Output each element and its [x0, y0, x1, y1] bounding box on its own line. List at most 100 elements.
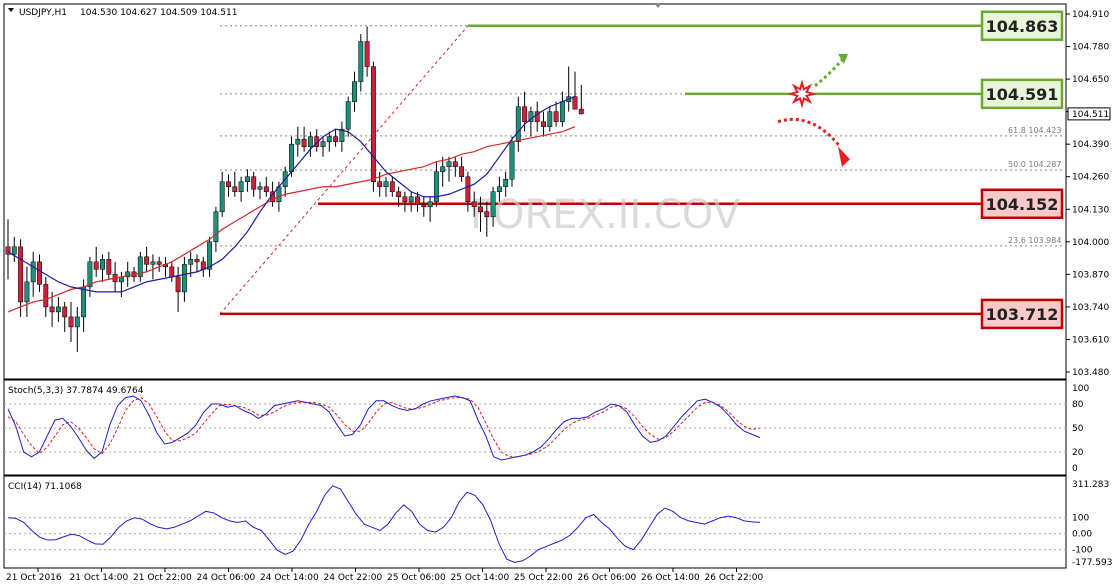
candle-body — [150, 261, 156, 265]
candle-body — [62, 306, 68, 318]
candle-body — [11, 246, 17, 255]
arrow-up-icon — [838, 53, 848, 64]
moving-averages — [7, 96, 576, 313]
candle-body — [452, 161, 458, 167]
price-tick-label: 104.130 — [1072, 205, 1109, 215]
candle-body — [100, 259, 105, 270]
cci-tick-label: 100 — [1072, 514, 1089, 524]
candle-body — [377, 181, 383, 187]
candle-body — [515, 106, 521, 142]
arrow-down-icon — [838, 146, 850, 167]
candle-body — [509, 141, 515, 180]
candle-body — [478, 206, 483, 213]
ma-fast-line — [7, 96, 576, 293]
candle-body — [93, 261, 99, 270]
time-tick-label: 26 Oct 06:00 — [578, 573, 637, 583]
candle-body — [175, 276, 181, 293]
candle-body — [503, 178, 509, 187]
candle-body — [295, 138, 301, 145]
time-tick-label: 24 Oct 06:00 — [197, 573, 256, 583]
candle-body — [87, 261, 93, 288]
candle-body — [496, 186, 502, 192]
candle-body — [383, 181, 389, 187]
candle-body — [547, 111, 553, 127]
stoch-tick-label: 0 — [1072, 464, 1078, 474]
price-tick-label: 103.870 — [1072, 270, 1109, 280]
time-tick-label: 24 Oct 14:00 — [260, 573, 319, 583]
stochastic-lines — [4, 395, 1066, 461]
chevron-down-icon[interactable] — [8, 8, 14, 12]
candle-body — [156, 261, 162, 265]
fib-label: 23.6 103.984 — [1008, 236, 1061, 245]
candle-body — [24, 281, 30, 303]
candle-body — [421, 204, 427, 208]
stoch-title: Stoch(5,3,3) 37.7874 49.6764 — [8, 386, 144, 396]
candle-body — [207, 241, 213, 270]
candle-body — [251, 176, 257, 190]
candle-body — [364, 41, 370, 67]
candle-body — [320, 141, 326, 147]
level-box — [980, 10, 1064, 42]
price-tick-label: 103.740 — [1072, 303, 1109, 313]
candle-body — [433, 171, 439, 203]
candle-body — [402, 196, 408, 203]
fib-lines: 61.8 104.423 50.0 104.287 23.6 103.984 — [219, 25, 1066, 315]
level-box-label: 104.863 — [986, 17, 1059, 36]
bullish-arrow — [814, 58, 844, 88]
candle-body — [307, 136, 313, 147]
candle-body — [370, 66, 376, 182]
level-box — [980, 188, 1064, 220]
candle-body — [37, 261, 42, 285]
candle-body — [427, 201, 433, 208]
stoch-signal-line — [7, 397, 761, 458]
candle-body — [465, 176, 471, 203]
level-box — [980, 78, 1064, 110]
candle-body — [440, 166, 446, 172]
candle-body — [181, 264, 187, 293]
cci-line — [4, 485, 1066, 563]
candle-body — [415, 196, 420, 205]
candle-body — [459, 166, 465, 177]
watermark: FOREX.II.COV — [470, 192, 741, 238]
time-tick-label: 25 Oct 06:00 — [387, 573, 446, 583]
candle-body — [522, 106, 528, 122]
candle-body — [137, 256, 143, 278]
candle-body — [339, 128, 345, 142]
candle-body — [244, 176, 250, 182]
price-tick-label: 103.480 — [1072, 368, 1109, 378]
candle-body — [572, 96, 578, 110]
candle-body — [144, 256, 150, 265]
fib-label: 50.0 104.287 — [1008, 160, 1061, 169]
candle-body — [446, 161, 452, 167]
time-tick-label: 26 Oct 22:00 — [705, 573, 764, 583]
candle-body — [314, 136, 320, 147]
candle-body — [352, 81, 357, 102]
price-tick-label: 104.260 — [1072, 173, 1109, 183]
candle-body — [74, 316, 80, 328]
candle-body — [238, 181, 244, 192]
breakout-star-icon — [787, 79, 817, 109]
candle-body — [55, 306, 61, 313]
candle-body — [326, 136, 332, 142]
candle-body — [81, 286, 87, 318]
candle-body — [553, 111, 559, 122]
candle-body — [333, 136, 339, 142]
stoch-main-line — [7, 395, 761, 461]
candle-body — [471, 201, 477, 208]
time-tick-label: 25 Oct 14:00 — [451, 573, 510, 583]
annotations — [777, 53, 850, 167]
candle-body — [232, 186, 238, 192]
price-tick-label: 104.780 — [1072, 43, 1109, 53]
candle-body — [490, 191, 496, 218]
candle-body — [389, 181, 395, 192]
support-resistance-lines — [220, 24, 982, 316]
stoch-tick-label: 20 — [1072, 448, 1084, 458]
time-tick-label: 21 Oct 2016 — [6, 573, 62, 583]
time-tick-label: 25 Oct 22:00 — [514, 573, 573, 583]
time-tick-label: 21 Oct 14:00 — [70, 573, 129, 583]
cci-tick-label: -177.5939 — [1072, 558, 1112, 568]
level-box-label: 104.152 — [986, 195, 1059, 214]
candle-body — [43, 284, 49, 308]
